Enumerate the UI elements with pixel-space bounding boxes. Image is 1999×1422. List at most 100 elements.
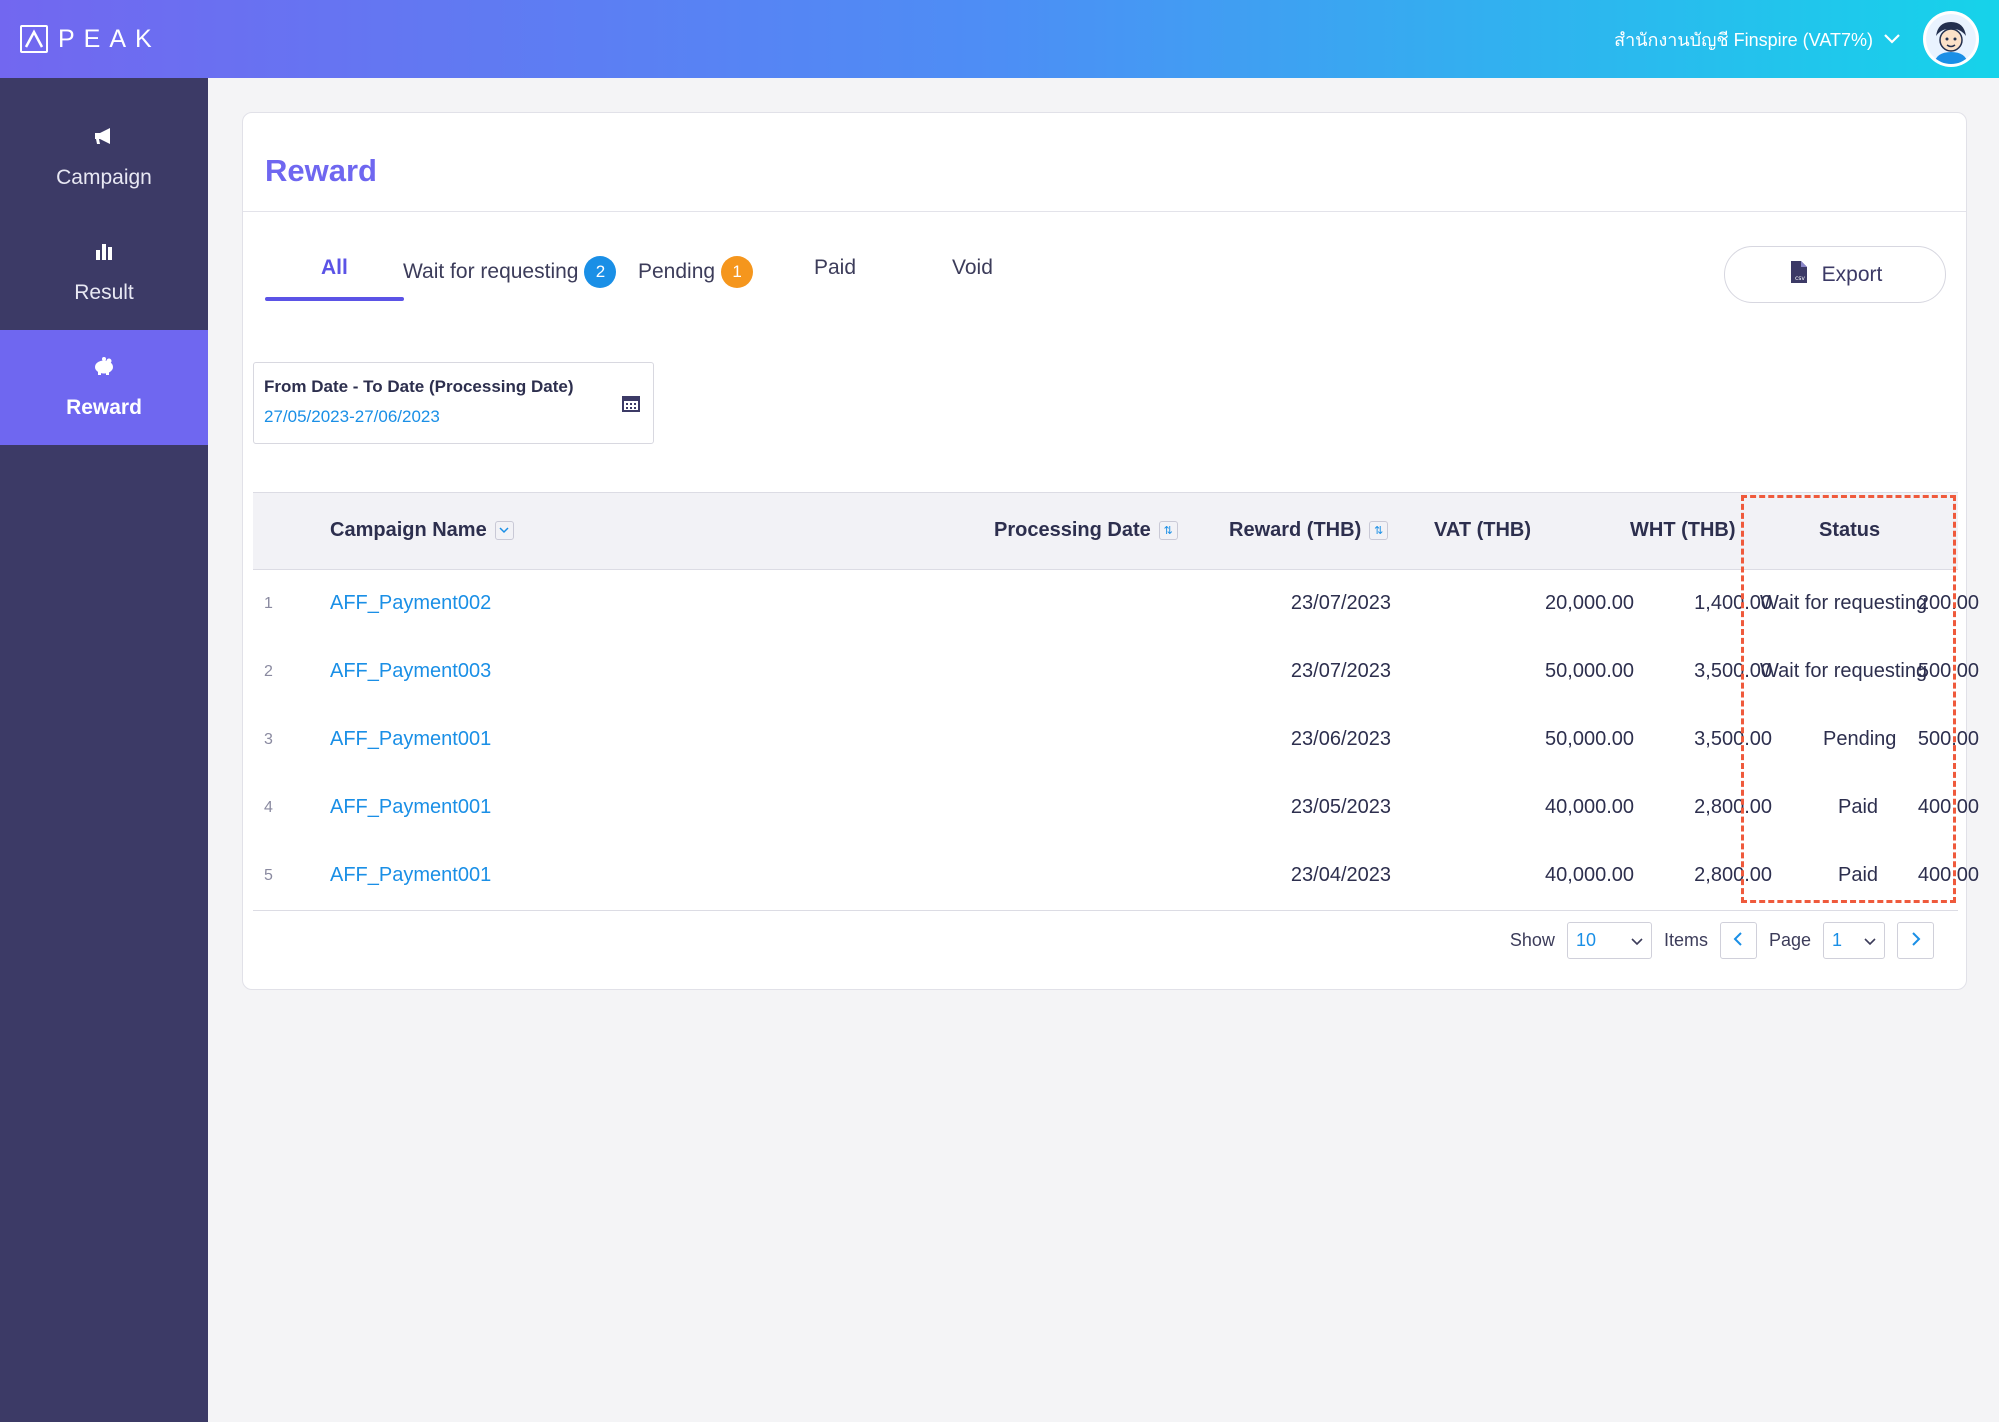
- status-cell: Paid: [1838, 864, 1879, 886]
- column-header-label: VAT (THB): [1434, 519, 1532, 541]
- sidebar-item-result[interactable]: Result: [0, 215, 208, 330]
- count-badge: 1: [721, 256, 754, 288]
- pagination: Show 10 Items Page 1: [1510, 922, 1934, 959]
- next-page-button[interactable]: [1897, 922, 1934, 959]
- show-label: Show: [1509, 930, 1555, 950]
- sort-icon[interactable]: ⇅: [1158, 521, 1178, 540]
- table-row: 3 AFF_Payment001 23/06/2023 50,000.00 3,…: [253, 706, 1979, 774]
- campaign-link[interactable]: AFF_Payment001: [330, 728, 492, 750]
- status-cell: Wait for requesting: [1760, 592, 1928, 614]
- page-select[interactable]: 1: [1823, 922, 1885, 959]
- tab-wait-for-requesting[interactable]: Wait for requesting 2: [403, 256, 617, 288]
- status-cell: Paid: [1838, 796, 1879, 818]
- tab-label: Wait for requesting: [403, 260, 579, 283]
- table-row: 5 AFF_Payment001 23/04/2023 40,000.00 2,…: [253, 842, 1979, 910]
- processing-date-cell: 23/05/2023: [1290, 796, 1391, 818]
- table-divider: [253, 910, 1958, 911]
- megaphone-icon: [93, 126, 115, 152]
- col-status: Status: [1819, 519, 1880, 542]
- sidebar-item-campaign[interactable]: Campaign: [0, 100, 208, 215]
- bar-chart-icon: [94, 241, 114, 267]
- wht-cell: 400.00: [1917, 796, 1979, 818]
- date-range-filter[interactable]: From Date - To Date (Processing Date) 27…: [253, 362, 654, 444]
- wht-cell: 500.00: [1917, 660, 1979, 682]
- vat-cell: 3,500.00: [1694, 660, 1772, 682]
- row-number: 5: [264, 867, 273, 884]
- tab-label: All: [321, 256, 348, 279]
- tab-label: Void: [952, 256, 993, 279]
- table-row: 4 AFF_Payment001 23/05/2023 40,000.00 2,…: [253, 774, 1979, 842]
- chevron-right-icon: [1911, 930, 1921, 951]
- sidebar-item-label: Result: [74, 280, 134, 304]
- csv-file-icon: csv: [1788, 260, 1810, 290]
- processing-date-cell: 23/07/2023: [1290, 660, 1391, 682]
- sidebar-item-label: Reward: [66, 395, 142, 419]
- page-size-select[interactable]: 10: [1566, 922, 1652, 959]
- rewards-table: Campaign Name Processing Date ⇅ Reward (…: [253, 492, 1979, 911]
- campaign-link[interactable]: AFF_Payment001: [330, 864, 492, 886]
- filter-dropdown-icon[interactable]: [494, 521, 514, 540]
- chevron-down-icon: [1883, 29, 1901, 50]
- chevron-down-icon: [1864, 930, 1876, 951]
- chevron-left-icon: [1733, 930, 1743, 951]
- calendar-icon[interactable]: [621, 393, 641, 418]
- company-switcher[interactable]: สำนักงานบัญชี Finspire (VAT7%): [1614, 25, 1901, 54]
- campaign-link[interactable]: AFF_Payment002: [330, 592, 492, 614]
- table-header: Campaign Name Processing Date ⇅ Reward (…: [253, 492, 1958, 570]
- date-range-label: From Date - To Date (Processing Date): [264, 377, 574, 396]
- table-body: 1 AFF_Payment002 23/07/2023 20,000.00 1,…: [253, 570, 1979, 910]
- items-label: Items: [1663, 930, 1708, 950]
- sidebar-item-reward[interactable]: Reward: [0, 330, 208, 445]
- reward-cell: 50,000.00: [1545, 660, 1634, 682]
- column-header-label: WHT (THB): [1630, 519, 1736, 541]
- processing-date-cell: 23/07/2023: [1290, 592, 1391, 614]
- logo-text: PEAK: [58, 24, 161, 53]
- reward-card: Reward All Wait for requesting 2 Pending…: [242, 112, 1979, 990]
- column-header-label: Campaign Name: [330, 519, 487, 541]
- sidebar: Campaign Result Reward: [0, 78, 208, 1422]
- vat-cell: 3,500.00: [1694, 728, 1772, 750]
- svg-text:csv: csv: [1795, 275, 1805, 282]
- export-button[interactable]: csv Export: [1724, 246, 1946, 303]
- col-processing-date[interactable]: Processing Date ⇅: [994, 519, 1178, 542]
- export-label: Export: [1821, 262, 1883, 286]
- row-number: 2: [264, 663, 273, 680]
- table-row: 1 AFF_Payment002 23/07/2023 20,000.00 1,…: [253, 570, 1979, 638]
- prev-page-button[interactable]: [1719, 922, 1757, 959]
- reward-cell: 40,000.00: [1545, 864, 1634, 886]
- tab-pending[interactable]: Pending 1: [638, 256, 754, 288]
- col-campaign-name[interactable]: Campaign Name: [330, 519, 514, 542]
- company-name: สำนักงานบัญชี Finspire (VAT7%): [1614, 29, 1873, 50]
- processing-date-cell: 23/06/2023: [1290, 728, 1391, 750]
- tab-all[interactable]: All: [321, 256, 348, 280]
- logo-mark-icon: [20, 25, 48, 53]
- wht-cell: 200.00: [1917, 592, 1979, 614]
- campaign-link[interactable]: AFF_Payment001: [330, 796, 492, 818]
- tab-void[interactable]: Void: [952, 256, 993, 280]
- active-tab-indicator: [265, 297, 404, 301]
- page-size-value: 10: [1575, 930, 1596, 950]
- wht-cell: 400.00: [1917, 864, 1979, 886]
- app-logo[interactable]: PEAK: [20, 25, 161, 54]
- sidebar-item-label: Campaign: [56, 165, 152, 189]
- processing-date-cell: 23/04/2023: [1290, 864, 1391, 886]
- column-header-label: Status: [1819, 519, 1881, 541]
- tab-label: Paid: [814, 256, 857, 279]
- campaign-link[interactable]: AFF_Payment003: [330, 660, 492, 682]
- vat-cell: 1,400.00: [1694, 592, 1772, 614]
- vat-cell: 2,800.00: [1694, 796, 1772, 818]
- row-number: 1: [264, 595, 273, 612]
- page-value: 1: [1832, 930, 1843, 950]
- page-title: Reward: [243, 113, 1966, 212]
- date-range-value: 27/05/2023-27/06/2023: [264, 407, 440, 426]
- reward-cell: 40,000.00: [1545, 796, 1634, 818]
- user-avatar-icon: [1926, 14, 1976, 64]
- avatar[interactable]: [1923, 11, 1979, 67]
- sort-icon[interactable]: ⇅: [1369, 521, 1389, 540]
- row-number: 3: [264, 731, 273, 748]
- col-reward[interactable]: Reward (THB) ⇅: [1229, 519, 1389, 542]
- reward-cell: 50,000.00: [1545, 728, 1634, 750]
- tab-paid[interactable]: Paid: [814, 256, 856, 280]
- status-cell: Pending: [1823, 728, 1897, 750]
- status-tabs: All Wait for requesting 2 Pending 1 Paid…: [243, 212, 1966, 322]
